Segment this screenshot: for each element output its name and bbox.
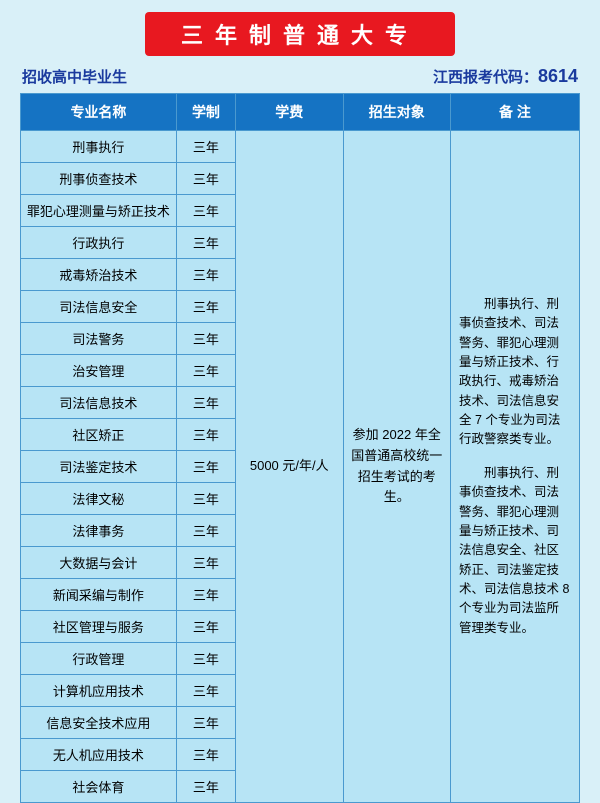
note-paragraph: 刑事执行、刑事侦查技术、司法警务、罪犯心理测量与矫正技术、司法信息安全、社区矫正… bbox=[459, 464, 571, 638]
majors-table: 专业名称 学制 学费 招生对象 备 注 刑事执行三年5000 元/年/人参加 2… bbox=[20, 93, 580, 803]
cell-duration: 三年 bbox=[176, 323, 235, 355]
cell-duration: 三年 bbox=[176, 387, 235, 419]
th-note: 备 注 bbox=[451, 94, 580, 131]
cell-duration: 三年 bbox=[176, 483, 235, 515]
subtitle-row: 招收高中毕业生 江西报考代码：8614 bbox=[20, 66, 580, 87]
cell-major-name: 刑事侦查技术 bbox=[21, 163, 177, 195]
cell-duration: 三年 bbox=[176, 675, 235, 707]
cell-major-name: 社区矫正 bbox=[21, 419, 177, 451]
cell-major-name: 法律事务 bbox=[21, 515, 177, 547]
th-target: 招生对象 bbox=[343, 94, 451, 131]
cell-duration: 三年 bbox=[176, 547, 235, 579]
th-dur: 学制 bbox=[176, 94, 235, 131]
cell-duration: 三年 bbox=[176, 579, 235, 611]
cell-major-name: 大数据与会计 bbox=[21, 547, 177, 579]
cell-duration: 三年 bbox=[176, 515, 235, 547]
cell-major-name: 刑事执行 bbox=[21, 131, 177, 163]
cell-target: 参加 2022 年全国普通高校统一招生考试的考生。 bbox=[343, 131, 451, 803]
cell-duration: 三年 bbox=[176, 771, 235, 803]
cell-major-name: 法律文秘 bbox=[21, 483, 177, 515]
table-row: 刑事执行三年5000 元/年/人参加 2022 年全国普通高校统一招生考试的考生… bbox=[21, 131, 580, 163]
cell-major-name: 无人机应用技术 bbox=[21, 739, 177, 771]
cell-major-name: 计算机应用技术 bbox=[21, 675, 177, 707]
cell-duration: 三年 bbox=[176, 131, 235, 163]
cell-major-name: 社区管理与服务 bbox=[21, 611, 177, 643]
note-paragraph: 刑事执行、刑事侦查技术、司法警务、罪犯心理测量与矫正技术、行政执行、戒毒矫治技术… bbox=[459, 295, 571, 450]
cell-major-name: 司法警务 bbox=[21, 323, 177, 355]
cell-duration: 三年 bbox=[176, 259, 235, 291]
subtitle-left: 招收高中毕业生 bbox=[22, 66, 127, 87]
table-header-row: 专业名称 学制 学费 招生对象 备 注 bbox=[21, 94, 580, 131]
cell-duration: 三年 bbox=[176, 451, 235, 483]
cell-duration: 三年 bbox=[176, 227, 235, 259]
cell-fee: 5000 元/年/人 bbox=[236, 131, 344, 803]
cell-major-name: 信息安全技术应用 bbox=[21, 707, 177, 739]
cell-duration: 三年 bbox=[176, 707, 235, 739]
cell-duration: 三年 bbox=[176, 643, 235, 675]
cell-duration: 三年 bbox=[176, 163, 235, 195]
exam-code: 8614 bbox=[538, 66, 578, 86]
cell-major-name: 社会体育 bbox=[21, 771, 177, 803]
cell-duration: 三年 bbox=[176, 291, 235, 323]
exam-code-label: 江西报考代码： bbox=[433, 69, 538, 86]
cell-major-name: 行政执行 bbox=[21, 227, 177, 259]
cell-major-name: 戒毒矫治技术 bbox=[21, 259, 177, 291]
cell-major-name: 罪犯心理测量与矫正技术 bbox=[21, 195, 177, 227]
cell-major-name: 司法鉴定技术 bbox=[21, 451, 177, 483]
th-name: 专业名称 bbox=[21, 94, 177, 131]
subtitle-right: 江西报考代码：8614 bbox=[433, 66, 578, 87]
cell-major-name: 行政管理 bbox=[21, 643, 177, 675]
cell-major-name: 新闻采编与制作 bbox=[21, 579, 177, 611]
th-fee: 学费 bbox=[236, 94, 344, 131]
table-body: 刑事执行三年5000 元/年/人参加 2022 年全国普通高校统一招生考试的考生… bbox=[21, 131, 580, 803]
page-title: 三年制普通大专 bbox=[145, 12, 455, 56]
cell-major-name: 治安管理 bbox=[21, 355, 177, 387]
cell-duration: 三年 bbox=[176, 739, 235, 771]
cell-note: 刑事执行、刑事侦查技术、司法警务、罪犯心理测量与矫正技术、行政执行、戒毒矫治技术… bbox=[451, 131, 580, 803]
cell-major-name: 司法信息安全 bbox=[21, 291, 177, 323]
cell-duration: 三年 bbox=[176, 195, 235, 227]
cell-duration: 三年 bbox=[176, 611, 235, 643]
cell-duration: 三年 bbox=[176, 355, 235, 387]
cell-major-name: 司法信息技术 bbox=[21, 387, 177, 419]
cell-duration: 三年 bbox=[176, 419, 235, 451]
